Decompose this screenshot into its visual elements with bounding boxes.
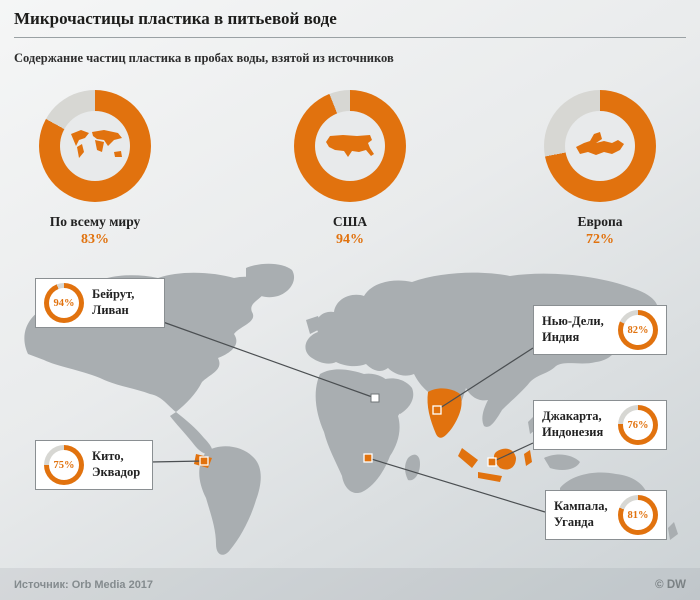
mini-donut-jakarta: 76% — [618, 405, 658, 445]
callout-new-delhi: Нью-Дели, Индия 82% — [533, 305, 667, 355]
donut-hole: 94% — [49, 288, 79, 318]
page-title: Микрочастицы пластика в питьевой воде — [14, 9, 337, 28]
donut-chart-usa — [294, 90, 406, 202]
region-percent: 94% — [336, 232, 364, 247]
map-sulawesi-highlight — [524, 450, 532, 466]
map-africa — [315, 369, 402, 494]
world-map-icon — [71, 130, 122, 158]
region-usa: США 94% — [265, 90, 435, 248]
mini-donut-beirut: 94% — [44, 283, 84, 323]
map-markers — [199, 393, 497, 467]
marker-beirut — [370, 393, 380, 403]
source-credit: Источник: Orb Media 2017 — [14, 579, 154, 591]
map-madagascar — [405, 454, 420, 481]
city-percent: 75% — [53, 459, 75, 471]
footer-bar — [0, 568, 700, 600]
donut-chart-europe — [544, 90, 656, 202]
connector-quito — [149, 460, 205, 463]
usa-map-icon — [326, 135, 374, 157]
donut-chart-world — [39, 90, 151, 202]
marker-quito — [199, 456, 209, 466]
map-java-highlight — [478, 472, 502, 482]
city-percent: 82% — [627, 324, 649, 336]
map-greenland — [246, 263, 295, 298]
donut-hole — [60, 111, 130, 181]
marker-kampala — [363, 453, 373, 463]
city-label: Джакарта, Индонезия — [542, 409, 604, 439]
city-label: Нью-Дели, Индия — [542, 314, 604, 344]
donut-hole: 81% — [623, 500, 653, 530]
city-percent: 94% — [53, 297, 75, 309]
donut-hole: 75% — [49, 450, 79, 480]
city-label: Кито, Эквадор — [92, 449, 141, 479]
region-percent: 72% — [586, 232, 614, 247]
callout-jakarta: Джакарта, Индонезия 76% — [533, 400, 667, 450]
city-label: Бейрут, Ливан — [92, 287, 135, 317]
marker-jakarta — [487, 457, 497, 467]
page-subtitle: Содержание частиц пластика в пробах воды… — [14, 51, 394, 65]
region-world: По всему миру 83% — [10, 90, 180, 248]
city-percent: 76% — [627, 419, 649, 431]
map-south-america — [199, 446, 261, 555]
donut-hole: 82% — [623, 315, 653, 345]
donut-hole: 76% — [623, 410, 653, 440]
connector-beirut — [162, 321, 376, 399]
callout-beirut: 94% Бейрут, Ливан — [35, 278, 165, 328]
dw-copyright: © DW — [655, 579, 686, 591]
callout-kampala: Кампала, Уганда 81% — [545, 490, 667, 540]
connector-delhi — [436, 347, 534, 411]
city-percent: 81% — [627, 509, 649, 521]
connector-jakarta — [491, 442, 534, 463]
region-europe: Европа 72% — [515, 90, 685, 248]
callout-connector-lines — [149, 321, 546, 513]
map-central-america — [170, 412, 213, 455]
callout-quito: 75% Кито, Эквадор — [35, 440, 153, 490]
mini-donut-new-delhi: 82% — [618, 310, 658, 350]
map-sumatra-highlight — [458, 448, 478, 468]
europe-map-icon — [576, 132, 624, 155]
map-india-highlight — [427, 388, 462, 438]
marker-delhi — [432, 405, 442, 415]
connector-kampala — [367, 457, 546, 513]
mini-donut-kampala: 81% — [618, 495, 658, 535]
region-label: Европа — [577, 214, 623, 229]
city-label: Кампала, Уганда — [554, 499, 608, 529]
map-new-guinea — [544, 454, 580, 470]
map-highlighted-countries — [194, 388, 532, 482]
donut-hole — [315, 111, 385, 181]
region-label: США — [332, 214, 368, 229]
mini-donut-quito: 75% — [44, 445, 84, 485]
map-new-zealand — [668, 522, 678, 540]
title-divider — [14, 37, 686, 38]
region-label: По всему миру — [49, 214, 141, 229]
region-percent: 83% — [81, 232, 109, 247]
donut-hole — [565, 111, 635, 181]
